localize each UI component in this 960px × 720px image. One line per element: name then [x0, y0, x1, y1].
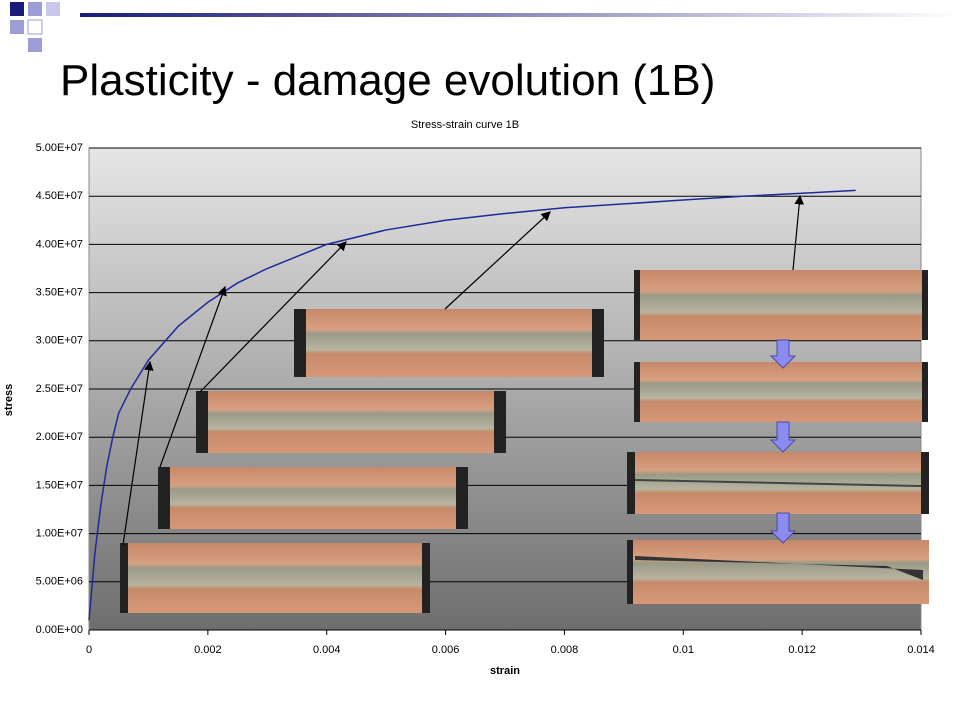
arrows [122, 194, 804, 546]
x-tick-label: 0.002 [194, 644, 222, 656]
y-tick-label: 3.50E+07 [36, 287, 83, 299]
y-tick-label: 5.00E+06 [36, 576, 83, 588]
x-tick-label: 0.01 [673, 644, 694, 656]
x-tick-label: 0.014 [907, 644, 935, 656]
sequence-arrows [769, 339, 797, 544]
x-tick-label: 0.006 [432, 644, 460, 656]
y-tick-label: 5.00E+07 [36, 142, 83, 154]
y-tick-label: 4.50E+07 [36, 190, 83, 202]
y-tick-label: 4.00E+07 [36, 238, 83, 250]
x-tick-label: 0 [86, 644, 92, 656]
y-tick-label: 3.00E+07 [36, 335, 83, 347]
y-tick-label: 1.00E+07 [36, 528, 83, 540]
y-tick-label: 2.00E+07 [36, 431, 83, 443]
line-series [88, 189, 856, 621]
y-tick-label: 2.50E+07 [36, 383, 83, 395]
x-tick-label: 0.012 [788, 644, 816, 656]
specimen-photos [120, 270, 929, 613]
x-tick-label: 0.004 [313, 644, 341, 656]
x-axis-label: strain [490, 665, 520, 677]
y-tick-label: 1.50E+07 [36, 479, 83, 491]
y-tick-label: 0.00E+00 [36, 624, 83, 636]
chart-title: Stress-strain curve 1B [411, 119, 519, 131]
x-tick-label: 0.008 [551, 644, 579, 656]
y-axis-label: stress [3, 384, 15, 416]
slide-title: Plasticity - damage evolution (1B) [60, 56, 715, 105]
logo [10, 2, 960, 52]
